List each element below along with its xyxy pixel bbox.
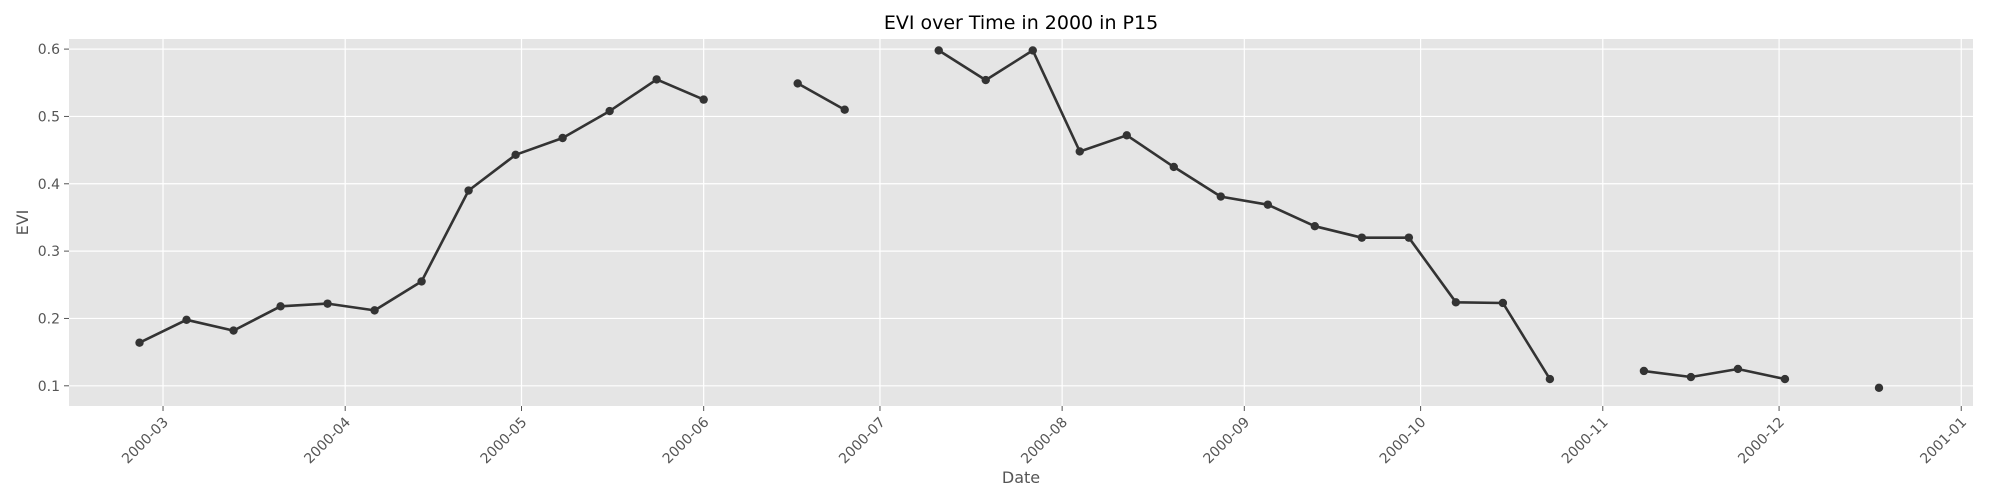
y-axis-label: EVI [13, 210, 32, 236]
data-point [699, 95, 708, 104]
data-point [276, 302, 285, 311]
data-point [1733, 364, 1743, 374]
y-tick-label: 0.4 [38, 177, 60, 193]
series-line-segment [938, 49, 1552, 380]
data-point [981, 75, 990, 85]
data-point [934, 46, 943, 55]
data-point [1686, 372, 1696, 382]
y-axis-ticks: 0.1 0.2 0.3 0.4 0.5 0.6 [38, 42, 69, 395]
y-tick-label: 0.2 [38, 311, 60, 327]
data-point [1263, 200, 1273, 209]
x-axis-label: Date [1002, 468, 1040, 487]
y-tick-label: 0.1 [38, 379, 60, 395]
series-line-segment [1643, 367, 1786, 381]
data-point [1122, 131, 1131, 140]
data-point [229, 326, 238, 335]
data-point [511, 150, 520, 160]
data-point [417, 277, 426, 286]
data-point [323, 299, 332, 308]
data-point [1545, 374, 1555, 384]
series-points [135, 46, 1884, 393]
data-point [840, 105, 849, 114]
data-point [652, 75, 661, 84]
data-point [558, 133, 567, 143]
data-point [135, 338, 144, 347]
chart-title: EVI over Time in 2000 in P15 [884, 12, 1158, 34]
y-tick-label: 0.5 [38, 109, 60, 125]
data-point [793, 79, 802, 88]
data-point [605, 106, 614, 116]
data-point [1357, 233, 1367, 242]
data-point [1404, 233, 1414, 242]
y-tick-label: 0.3 [38, 244, 60, 260]
data-point [1169, 162, 1178, 172]
data-point [370, 306, 379, 315]
grid-lines [69, 39, 1973, 406]
data-point [1451, 298, 1461, 307]
data-point [1874, 383, 1884, 393]
y-tick-label: 0.6 [38, 42, 60, 58]
data-point [1780, 374, 1790, 384]
data-point [1310, 222, 1320, 231]
series-line-segment [797, 82, 846, 111]
data-point [1028, 46, 1037, 55]
data-point [182, 315, 191, 325]
data-point [1216, 192, 1226, 201]
plot-area [69, 39, 1973, 406]
data-point [1075, 147, 1084, 156]
data-point [464, 186, 473, 195]
data-point [1498, 298, 1508, 308]
data-point [1639, 366, 1649, 376]
